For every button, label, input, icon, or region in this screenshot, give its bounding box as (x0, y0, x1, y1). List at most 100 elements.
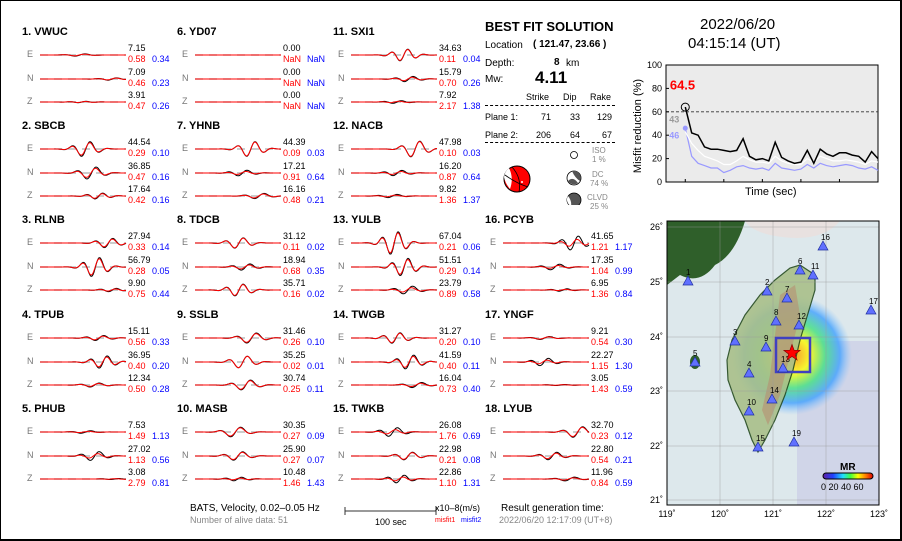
component-label: E (338, 332, 345, 342)
misfit1-value: 1.10 (439, 478, 457, 488)
station-number: 1 (686, 268, 691, 277)
component-label: E (490, 426, 497, 436)
misfit-xlabel: Time (sec) (745, 186, 797, 198)
waveform-trace (351, 75, 437, 82)
component-label: E (27, 143, 34, 153)
misfit1-value: 0.46 (128, 77, 146, 88)
amplitude-value: 26.08 (439, 420, 462, 430)
synthetic-trace (195, 380, 281, 390)
component-label: Z (182, 379, 188, 389)
amplitude-value: 0.00 (283, 43, 301, 53)
blue-start-marker (682, 125, 688, 131)
depth-label: Depth: (485, 58, 515, 69)
waveform-trace (503, 335, 589, 341)
waveform-trace (40, 237, 127, 249)
component-label: E (490, 237, 497, 247)
misfit1-value: 1.15 (591, 360, 609, 371)
component-label: Z (490, 473, 496, 483)
waveform-trace (195, 141, 281, 157)
misfit2-value: 0.28 (152, 384, 170, 394)
waveform-trace (195, 476, 281, 482)
station-triangle-icon (689, 356, 701, 367)
component-label: N (27, 166, 34, 177)
component-label: N (182, 260, 189, 271)
misfit2-value: 0.21 (615, 454, 633, 465)
misfit2-value: 0.01 (307, 360, 325, 371)
amplitude-value: 9.21 (591, 326, 609, 336)
amplitude-value: 7.09 (128, 66, 146, 77)
misfit2-value: 0.10 (307, 337, 325, 347)
synthetic-trace (195, 477, 281, 481)
amplitude-value: 17.35 (591, 254, 614, 265)
synthetic-trace (503, 452, 589, 459)
station-triangle-icon (794, 264, 806, 275)
waveform-trace (351, 451, 437, 460)
synthetic-trace (351, 332, 437, 344)
misfit1-value: 0.21 (439, 454, 457, 465)
station-title: 16. PCYB (485, 214, 534, 226)
synthetic-trace (195, 141, 281, 157)
amplitude-value: 51.51 (439, 254, 462, 265)
misfit1-value: 1.04 (591, 265, 609, 276)
misfit1-value: 0.70 (439, 77, 457, 88)
misfit2-value: 0.02 (307, 242, 325, 252)
station-title: 10. MASB (177, 403, 228, 415)
misfit1-value: 1.36 (439, 195, 457, 205)
plane1-rake: 129 (596, 112, 612, 122)
synthetic-trace (195, 333, 282, 343)
misfit1-value: 0.89 (439, 289, 457, 299)
misfit2-value: 0.11 (307, 384, 324, 394)
amplitude-value: 11.96 (591, 467, 613, 477)
waveform-trace (351, 231, 437, 255)
misfit2-value: 0.07 (307, 454, 325, 465)
synthetic-trace (503, 426, 590, 438)
misfit1-value: 1.46 (283, 478, 301, 488)
synthetic-trace (351, 100, 437, 104)
amplitude-value: 56.79 (128, 254, 151, 265)
synthetic-trace (503, 359, 589, 364)
alive-count: Number of alive data: 51 (190, 515, 289, 525)
y-tick-label: 0 (657, 177, 662, 185)
plane2-label: Plane 2: (485, 130, 519, 140)
misfit2-legend: misfit2 (461, 517, 482, 524)
misfit2-value: 0.14 (152, 242, 170, 252)
misfit2-value: 0.40 (463, 384, 481, 394)
y-tick-label: 60 (652, 107, 662, 117)
misfit1-value: 0.02 (283, 360, 301, 371)
misfit1-value: 0.75 (128, 289, 146, 299)
amplitude-value: 36.95 (128, 349, 151, 360)
generation-label: Result generation time: (501, 503, 604, 514)
synthetic-trace (40, 238, 127, 248)
misfit1-value: 2.17 (439, 101, 457, 111)
waveform-trace (195, 450, 281, 461)
waveform-trace (351, 427, 437, 437)
component-label: E (182, 143, 189, 153)
plot-area (665, 64, 879, 183)
misfit2-value: 0.59 (615, 478, 633, 488)
misfit2-value: 0.02 (307, 289, 325, 299)
station-triangle-icon (817, 240, 829, 251)
station-title: 15. TWKB (333, 403, 385, 415)
station-number: 6 (798, 257, 803, 266)
misfit2-value: 0.03 (307, 148, 325, 158)
component-label: E (490, 332, 497, 342)
waveform-trace (195, 262, 281, 271)
waveform-trace (351, 474, 437, 484)
x-tick-label: 300 (870, 184, 885, 185)
amplitude-value: 27.02 (128, 443, 151, 454)
misfit2-value: 0.16 (152, 171, 170, 182)
amplitude-value: 3.91 (128, 90, 146, 100)
amplitude-value: 22.80 (591, 443, 614, 454)
misfit1-value: 0.29 (439, 265, 457, 276)
component-label: N (338, 260, 345, 271)
misfit2-value: 0.56 (152, 454, 170, 465)
station-triangle-icon (743, 405, 755, 416)
synthetic-trace (351, 170, 437, 175)
amplitude-value: 32.70 (591, 420, 614, 430)
component-label: E (27, 426, 34, 436)
synthetic-trace (40, 257, 126, 276)
waveform-trace (503, 235, 590, 251)
misfit1-value: 0.11 (283, 242, 300, 252)
amplitude-value: 12.34 (128, 373, 151, 383)
synthetic-trace (40, 142, 126, 156)
